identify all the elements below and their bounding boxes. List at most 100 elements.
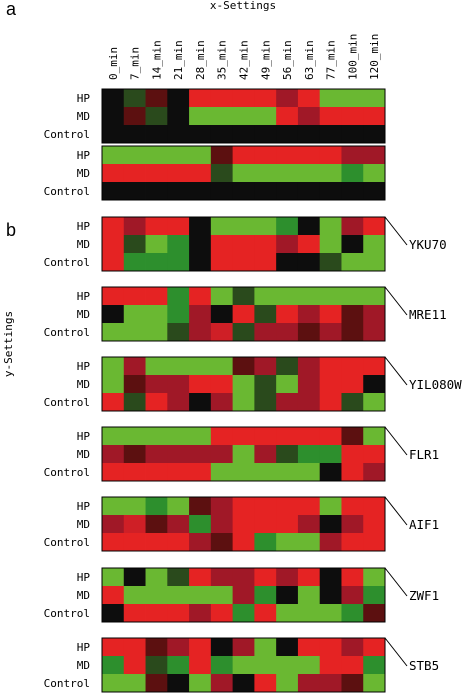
- heatmap-cell: [319, 393, 342, 412]
- heatmap-cell: [363, 107, 386, 126]
- heatmap-cell: [363, 217, 386, 236]
- heatmap-cell: [210, 427, 234, 446]
- heatmap-cell: [341, 305, 364, 324]
- heatmap-cell: [254, 323, 277, 342]
- block-frame: [101, 637, 386, 693]
- heatmap-cell: [254, 89, 277, 108]
- heatmap-cell: [341, 89, 364, 108]
- row-label-control: Control: [44, 536, 90, 549]
- heatmap-cell: [297, 638, 321, 657]
- gene-label-mre11: MRE11: [409, 307, 447, 322]
- heatmap-cell: [102, 235, 125, 254]
- heatmap-cell: [232, 107, 255, 126]
- row-label-hp: HP: [77, 641, 91, 654]
- gene-label-zwf1: ZWF1: [409, 588, 439, 603]
- heatmap-cell: [210, 445, 234, 464]
- heatmap-cell: [254, 463, 277, 482]
- heatmap-cell: [145, 568, 168, 587]
- heatmap-cell: [210, 235, 234, 254]
- heatmap-cell: [123, 357, 146, 376]
- heatmap-cell: [363, 164, 386, 183]
- heatmap-cell: [363, 515, 386, 534]
- heatmap-cell: [276, 604, 299, 623]
- row-label-md: MD: [77, 589, 90, 602]
- heatmap-block-aif1: HP MD Control AIF1: [44, 496, 439, 552]
- heatmap-cell: [363, 638, 386, 657]
- heatmap-cell: [232, 182, 255, 201]
- heatmap-cell: [167, 164, 190, 183]
- heatmap-cell: [319, 533, 342, 552]
- heatmap-cell: [276, 638, 299, 657]
- heatmap-cell: [341, 445, 364, 464]
- heatmap-blocks: HPMDControlHPMDControlHPMDControlYKU70HP…: [44, 88, 462, 693]
- heatmap-cell: [232, 253, 255, 272]
- heatmap-cell: [232, 638, 255, 657]
- heatmap-cell: [210, 638, 234, 657]
- heatmap-cell: [341, 427, 364, 446]
- heatmap-cell: [232, 568, 255, 587]
- heatmap-cell: [254, 427, 277, 446]
- heatmap-cell: [210, 253, 234, 272]
- column-label-56_min: 56_min: [281, 40, 294, 80]
- gene-leader-line: [384, 216, 408, 246]
- heatmap-cell: [341, 287, 364, 306]
- heatmap-cell: [123, 638, 146, 657]
- heatmap-cell: [276, 497, 299, 516]
- block-frame: [101, 567, 386, 623]
- heatmap-cell: [102, 182, 125, 201]
- heatmap-cell: [232, 463, 255, 482]
- heatmap-cell: [145, 375, 168, 394]
- block-frame: [101, 356, 386, 412]
- heatmap-cell: [189, 463, 212, 482]
- heatmap-cell: [276, 656, 299, 675]
- row-label-hp: HP: [77, 500, 91, 513]
- heatmap-cell: [341, 515, 364, 534]
- heatmap-cell: [319, 656, 342, 675]
- heatmap-cell: [232, 305, 255, 324]
- heatmap-cell: [297, 656, 321, 675]
- heatmap-cell: [341, 323, 364, 342]
- heatmap-cell: [297, 217, 321, 236]
- heatmap-cell: [123, 217, 146, 236]
- heatmap-cell: [276, 393, 299, 412]
- heatmap-cell: [189, 393, 212, 412]
- row-label-md: MD: [77, 308, 90, 321]
- heatmap-cell: [167, 533, 190, 552]
- heatmap-cell: [232, 586, 255, 605]
- heatmap-cell: [189, 515, 212, 534]
- heatmap-cell: [363, 375, 386, 394]
- gene-label-yil080w: YIL080W: [409, 377, 462, 392]
- heatmap-cell: [276, 375, 299, 394]
- heatmap-cell: [102, 217, 125, 236]
- heatmap-cell: [232, 427, 255, 446]
- heatmap-cell: [102, 445, 125, 464]
- heatmap-cell: [210, 393, 234, 412]
- heatmap-cell: [167, 674, 190, 693]
- heatmap-cell: [189, 497, 212, 516]
- row-label-md: MD: [77, 110, 90, 123]
- heatmap-cell: [276, 107, 299, 126]
- row-label-md: MD: [77, 238, 90, 251]
- gene-label-stb5: STB5: [409, 658, 439, 673]
- heatmap-cell: [319, 125, 342, 144]
- heatmap-cell: [189, 638, 212, 657]
- heatmap-cell: [145, 638, 168, 657]
- heatmap-cell: [363, 323, 386, 342]
- heatmap-cell: [363, 125, 386, 144]
- heatmap-cell: [145, 182, 168, 201]
- heatmap-cell: [319, 674, 342, 693]
- heatmap-cell: [232, 323, 255, 342]
- heatmap-cell: [189, 253, 212, 272]
- heatmap-cell: [254, 638, 277, 657]
- heatmap-cell: [276, 253, 299, 272]
- heatmap-cell: [297, 604, 321, 623]
- heatmap-cell: [341, 235, 364, 254]
- heatmap-cell: [297, 463, 321, 482]
- heatmap-cell: [297, 89, 321, 108]
- heatmap-cell: [167, 182, 190, 201]
- heatmap-cell: [319, 217, 342, 236]
- heatmap-cell: [189, 604, 212, 623]
- heatmap-cell: [276, 217, 299, 236]
- heatmap-cell: [189, 375, 212, 394]
- heatmap-cell: [319, 604, 342, 623]
